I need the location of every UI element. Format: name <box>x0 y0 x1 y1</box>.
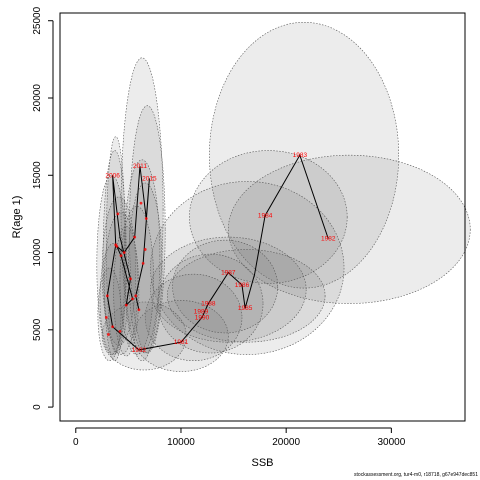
year-label: 1990 <box>195 314 210 321</box>
y-tick-label: 20000 <box>32 84 43 112</box>
x-tick-label: 30000 <box>377 437 405 448</box>
y-tick-label: 5000 <box>32 318 43 341</box>
year-label: 1982 <box>321 236 336 243</box>
year-label: 1986 <box>235 282 250 289</box>
confidence-ellipse <box>209 21 400 289</box>
y-axis: 0 5000 10000 15000 20000 25000 <box>32 6 54 410</box>
data-point <box>111 325 114 329</box>
year-label: 1988 <box>201 301 216 308</box>
data-point <box>104 316 108 319</box>
year-label: 1984 <box>258 212 273 219</box>
x-axis: 0 10000 20000 30000 <box>73 427 406 448</box>
year-label: 1981 <box>174 339 189 346</box>
confidence-ellipse <box>228 154 471 304</box>
confidence-ellipse <box>113 225 140 357</box>
year-label: 2015 <box>142 175 157 182</box>
x-tick-label: 20000 <box>272 437 300 448</box>
year-label: 1992 <box>132 347 147 354</box>
data-point <box>105 294 109 298</box>
trajectory-line <box>106 153 329 351</box>
confidence-ellipse <box>102 150 127 362</box>
data-point <box>124 303 128 307</box>
confidence-ellipse <box>133 300 229 372</box>
year-labels: 1981 1982 1983 1984 1985 1986 1987 198819891990… <box>105 152 335 354</box>
data-point <box>131 297 134 301</box>
confidence-ellipse <box>103 212 139 355</box>
confidence-ellipses <box>96 21 471 372</box>
year-label: 2011 <box>133 163 147 170</box>
data-point <box>141 261 145 265</box>
y-tick-label: 15000 <box>32 161 43 189</box>
data-point <box>139 201 143 205</box>
y-tick-label: 10000 <box>32 238 43 266</box>
data-point <box>106 333 110 336</box>
trajectory-layer <box>106 153 329 351</box>
data-point <box>129 277 132 281</box>
year-label: 1989 <box>194 308 209 315</box>
y-tick-label: 25000 <box>32 6 43 34</box>
y-tick-label: 0 <box>32 404 43 410</box>
data-point <box>133 235 137 239</box>
x-tick-label: 10000 <box>167 437 195 448</box>
year-label: 1987 <box>221 270 236 277</box>
data-point <box>144 217 148 220</box>
source-footnote: stockassessment.org, tur4-m0, r18718, g6… <box>354 472 478 478</box>
data-point <box>134 294 138 298</box>
y-axis-title: R(age 1) <box>11 196 23 239</box>
data-point <box>115 244 119 248</box>
confidence-ellipse <box>172 239 279 334</box>
confidence-ellipse <box>189 150 348 284</box>
plot-frame <box>59 12 466 422</box>
data-point <box>119 254 123 258</box>
data-point <box>122 251 126 254</box>
x-tick-label: 0 <box>73 437 79 448</box>
confidence-ellipse <box>129 105 166 354</box>
year-label: 1983 <box>293 152 308 159</box>
data-point <box>118 329 122 333</box>
points-layer <box>104 201 148 336</box>
x-axis-title: SSB <box>251 457 273 469</box>
confidence-ellipse <box>97 267 122 362</box>
confidence-ellipse <box>96 174 127 355</box>
year-label: 1985 <box>238 305 253 312</box>
year-label: 2006 <box>105 172 120 179</box>
confidence-ellipse <box>119 205 154 355</box>
confidence-ellipse <box>144 273 243 362</box>
data-point <box>143 248 147 251</box>
confidence-ellipse <box>166 249 326 343</box>
data-point <box>116 212 120 216</box>
confidence-ellipse <box>128 182 163 354</box>
data-point <box>137 308 141 312</box>
